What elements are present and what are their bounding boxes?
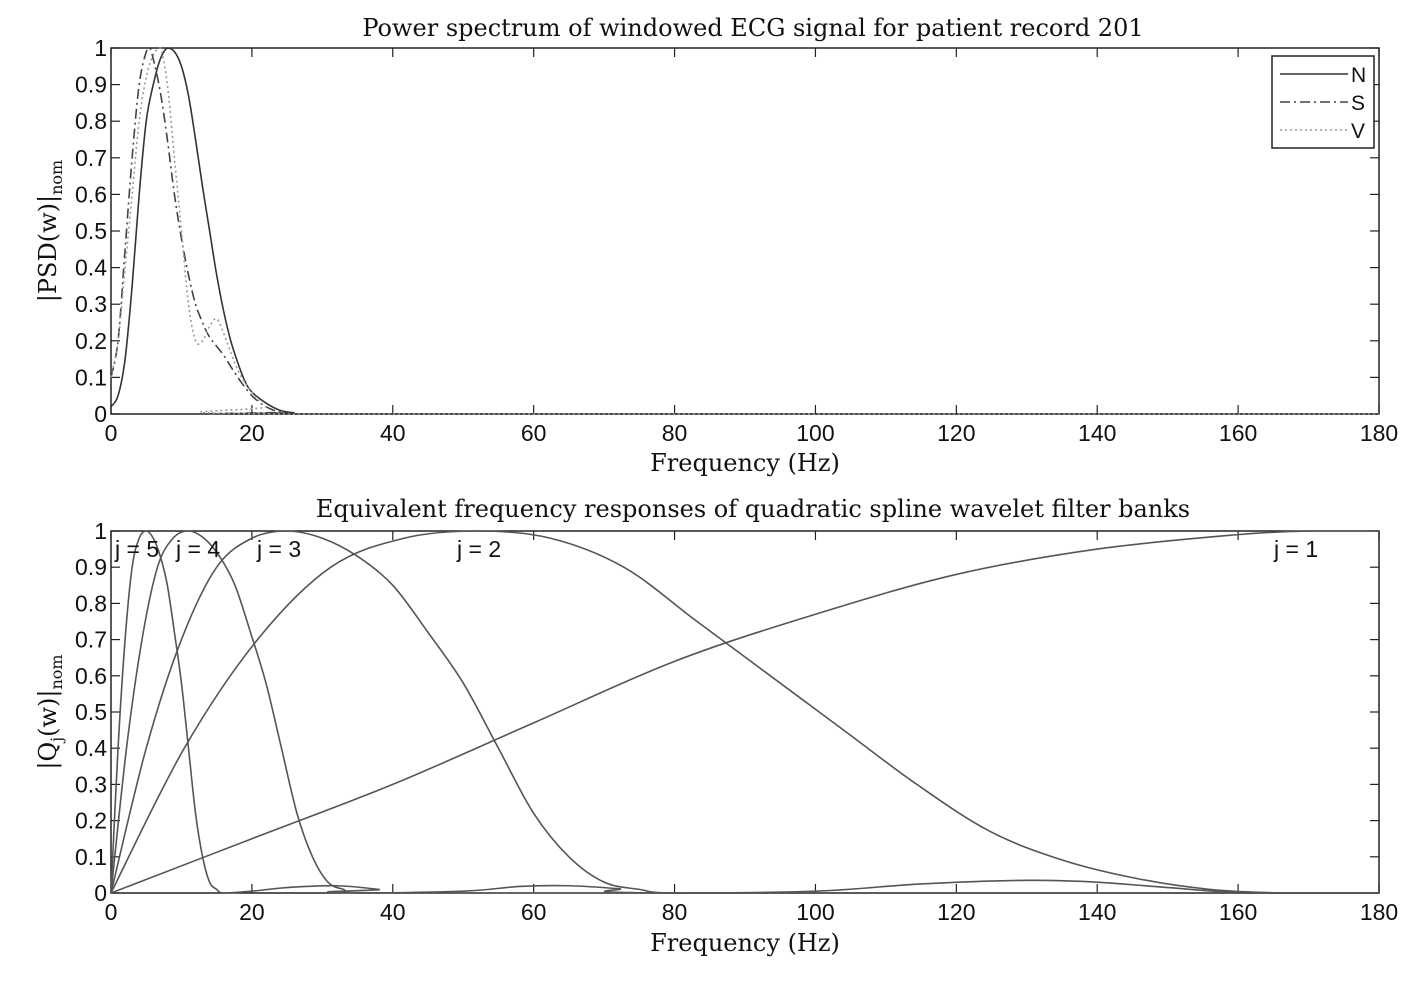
y-tick-label: 1 — [94, 518, 107, 544]
x-tick-label: 180 — [1360, 420, 1398, 446]
y-tick-label: 1 — [94, 35, 107, 61]
x-tick-label: 180 — [1360, 899, 1398, 925]
psd-legend: N S V — [1271, 55, 1375, 149]
series-line-n — [110, 47, 1379, 415]
x-tick-label: 160 — [1219, 899, 1257, 925]
annotation-j3: j = 3 — [256, 536, 301, 562]
y-tick-label: 0.9 — [75, 554, 107, 580]
x-tick-label: 20 — [239, 420, 265, 446]
x-tick-label: 40 — [380, 899, 406, 925]
x-tick-label: 100 — [796, 420, 834, 446]
series-line-v — [110, 47, 1379, 415]
y-tick-label: 0.2 — [75, 328, 107, 354]
series-line-j5 — [110, 530, 1379, 894]
annotation-j5: j = 5 — [114, 536, 159, 562]
x-tick-label: 0 — [105, 899, 118, 925]
psd-panel: Power spectrum of windowed ECG signal fo… — [34, 14, 1398, 477]
psd-xlabel: Frequency (Hz) — [650, 449, 840, 477]
plot-frame — [110, 530, 1380, 894]
y-tick-label: 0.9 — [75, 72, 107, 98]
x-tick-label: 60 — [521, 420, 547, 446]
x-tick-label: 20 — [239, 899, 265, 925]
annotation-j2: j = 2 — [456, 536, 501, 562]
series-line-j1 — [110, 530, 1379, 894]
series-line-j3 — [110, 530, 1379, 894]
x-tick-label: 80 — [662, 899, 688, 925]
y-tick-label: 0.1 — [75, 364, 107, 390]
y-tick-label: 0.5 — [75, 218, 107, 244]
legend-label-n: N — [1351, 64, 1366, 87]
x-tick-label: 140 — [1078, 899, 1116, 925]
y-tick-label: 0.8 — [75, 590, 107, 616]
plot-frame — [110, 47, 1380, 415]
y-tick-label: 0 — [94, 401, 107, 427]
y-tick-label: 0.1 — [75, 844, 107, 870]
y-tick-label: 0.3 — [75, 291, 107, 317]
series-line-s — [110, 47, 1379, 415]
x-tick-label: 40 — [380, 420, 406, 446]
wavelet-xlabel: Frequency (Hz) — [650, 929, 840, 957]
wavelet-axes: 0 20 40 60 80 100 120 140 160 180 0 0.1 0.2 0.3 0.4 0.5… — [75, 518, 1398, 925]
annotation-j1: j = 1 — [1273, 536, 1318, 562]
wavelet-title: Equivalent frequency responses of quadra… — [316, 495, 1190, 523]
y-tick-label: 0.5 — [75, 699, 107, 725]
y-tick-label: 0.2 — [75, 808, 107, 834]
y-tick-label: 0.8 — [75, 108, 107, 134]
y-tick-label: 0 — [94, 880, 107, 906]
psd-axes: 0 20 40 60 80 100 120 140 160 180 0 0.1 0.2 0.3 0.4 0.5… — [75, 35, 1398, 446]
wavelet-panel: Equivalent frequency responses of quadra… — [34, 495, 1398, 957]
x-tick-label: 160 — [1219, 420, 1257, 446]
y-tick-label: 0.6 — [75, 663, 107, 689]
psd-title: Power spectrum of windowed ECG signal fo… — [362, 14, 1143, 42]
y-tick-label: 0.7 — [75, 145, 107, 171]
x-tick-label: 120 — [937, 420, 975, 446]
x-tick-label: 120 — [937, 899, 975, 925]
series-line-j2 — [110, 530, 1379, 894]
y-tick-label: 0.6 — [75, 181, 107, 207]
y-tick-label: 0.4 — [75, 735, 107, 761]
legend-label-s: S — [1351, 92, 1365, 115]
wavelet-lines — [110, 530, 1379, 894]
annotation-j4: j = 4 — [175, 536, 220, 562]
y-tick-label: 0.4 — [75, 255, 107, 281]
x-tick-label: 80 — [662, 420, 688, 446]
x-tick-label: 60 — [521, 899, 547, 925]
psd-lines — [110, 47, 1379, 415]
x-tick-label: 100 — [796, 899, 834, 925]
legend-label-v: V — [1351, 120, 1365, 143]
series-line-j4 — [110, 530, 1379, 894]
psd-ylabel: |PSD(w)|nom — [34, 160, 66, 302]
y-tick-label: 0.3 — [75, 771, 107, 797]
wavelet-ylabel: |Qj(w)|nom — [34, 654, 66, 769]
y-tick-label: 0.7 — [75, 627, 107, 653]
x-tick-label: 0 — [105, 420, 118, 446]
x-tick-label: 140 — [1078, 420, 1116, 446]
